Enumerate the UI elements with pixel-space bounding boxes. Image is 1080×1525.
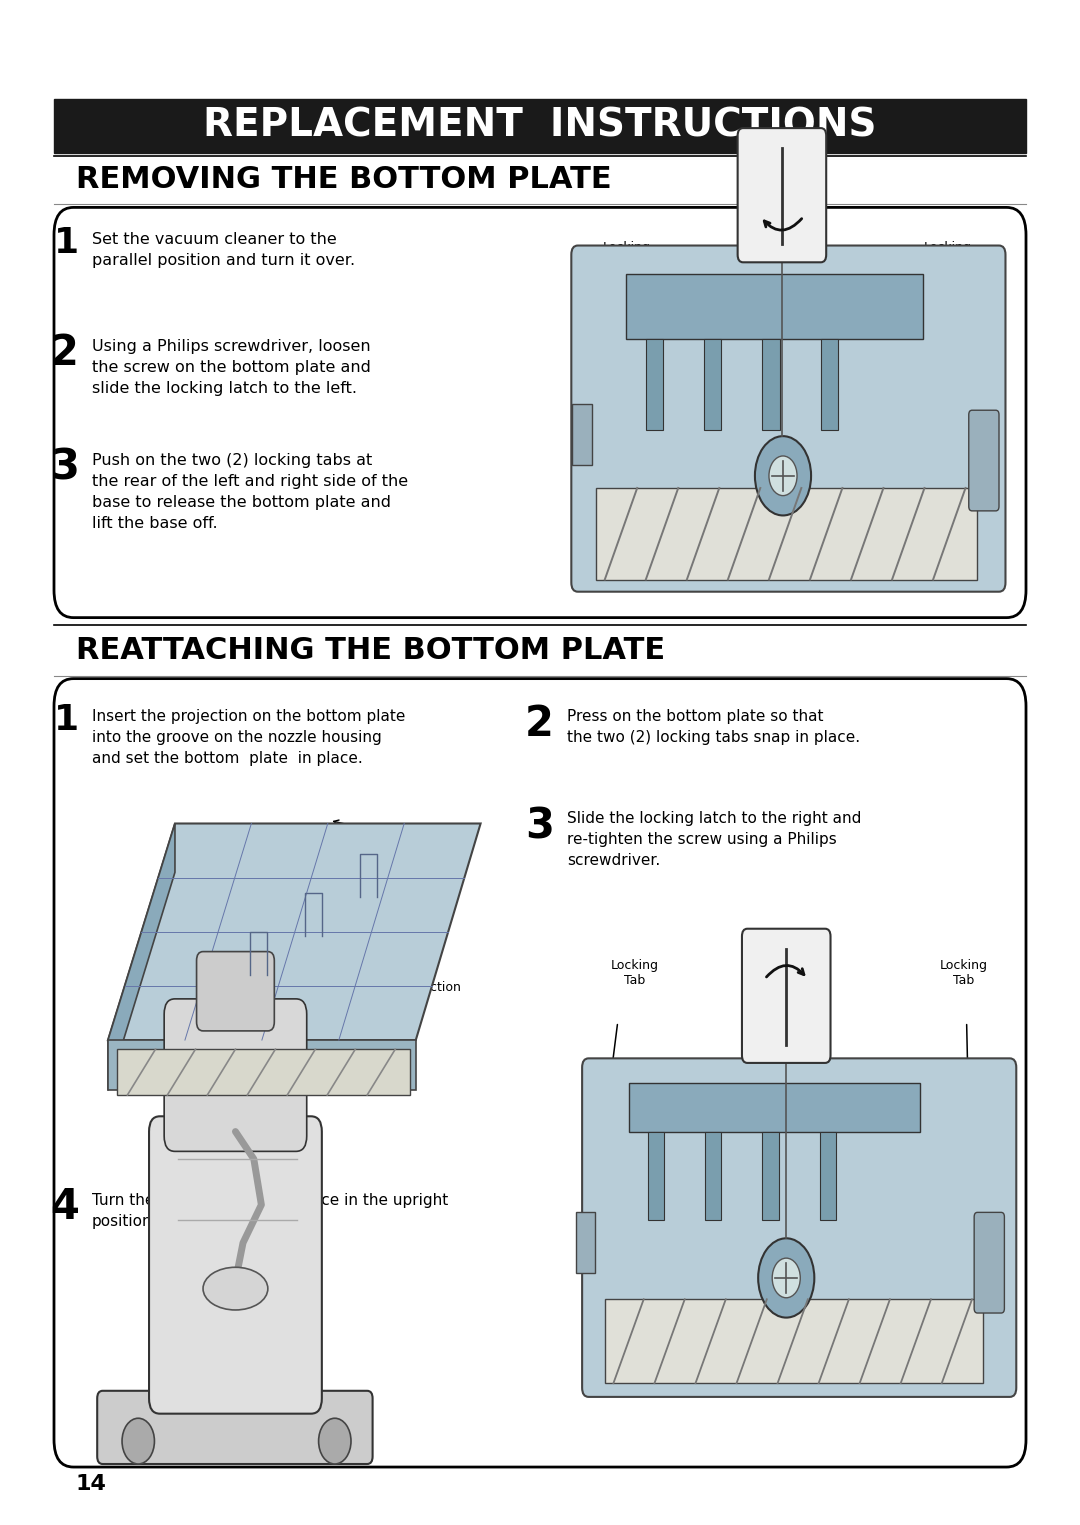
Bar [705, 1132, 721, 1220]
Text: REATTACHING THE BOTTOM PLATE: REATTACHING THE BOTTOM PLATE [76, 636, 664, 665]
Text: 1: 1 [54, 226, 79, 259]
FancyBboxPatch shape [738, 128, 826, 262]
Bar [646, 339, 663, 430]
FancyBboxPatch shape [197, 952, 274, 1031]
FancyBboxPatch shape [742, 929, 831, 1063]
Bar [820, 1132, 836, 1220]
Bar [596, 488, 977, 580]
Ellipse shape [203, 1267, 268, 1310]
Text: Locking
Tab: Locking Tab [611, 959, 659, 987]
FancyBboxPatch shape [974, 1212, 1004, 1313]
Bar [704, 339, 721, 430]
Text: 3: 3 [525, 805, 554, 848]
Bar [576, 1212, 595, 1273]
Text: Tighten
Screw: Tighten Screw [762, 1010, 810, 1037]
Polygon shape [108, 824, 175, 1090]
Circle shape [755, 436, 811, 515]
Text: Set the vacuum cleaner to the
parallel position and turn it over.: Set the vacuum cleaner to the parallel p… [92, 232, 355, 268]
FancyBboxPatch shape [582, 1058, 1016, 1397]
Text: Insert the projection on the bottom plate
into the groove on the nozzle housing
: Insert the projection on the bottom plat… [92, 709, 405, 766]
Circle shape [772, 1258, 800, 1298]
Circle shape [122, 1418, 154, 1464]
Bar [629, 1083, 920, 1132]
FancyBboxPatch shape [969, 410, 999, 511]
Bar [821, 339, 838, 430]
Bar [54, 99, 1026, 152]
Bar [117, 1049, 410, 1095]
Text: 3: 3 [50, 447, 79, 490]
Text: 1: 1 [54, 703, 79, 737]
Text: 4: 4 [50, 1186, 79, 1229]
Polygon shape [108, 1040, 416, 1090]
Bar [572, 404, 592, 465]
Circle shape [758, 1238, 814, 1318]
Text: Press on the bottom plate so that
the two (2) locking tabs snap in place.: Press on the bottom plate so that the tw… [567, 709, 860, 746]
Bar [605, 1299, 983, 1383]
FancyBboxPatch shape [571, 246, 1005, 592]
Bar [762, 339, 780, 430]
FancyBboxPatch shape [97, 1391, 373, 1464]
Circle shape [769, 456, 797, 496]
Text: REMOVING THE BOTTOM PLATE: REMOVING THE BOTTOM PLATE [76, 165, 611, 195]
Text: 2: 2 [525, 703, 554, 746]
Bar [762, 1132, 779, 1220]
Text: REPLACEMENT  INSTRUCTIONS: REPLACEMENT INSTRUCTIONS [203, 107, 877, 145]
Text: Locking
Tab: Locking Tab [924, 241, 972, 268]
Bar [626, 274, 923, 339]
FancyBboxPatch shape [149, 1116, 322, 1414]
Text: Push on the two (2) locking tabs at
the rear of the left and right side of the
b: Push on the two (2) locking tabs at the … [92, 453, 408, 531]
FancyBboxPatch shape [164, 999, 307, 1151]
Text: Loosen
Screw: Loosen Screw [760, 290, 804, 317]
Text: Locking
Tab: Locking Tab [940, 959, 987, 987]
Circle shape [319, 1418, 351, 1464]
Text: Using a Philips screwdriver, loosen
the screw on the bottom plate and
slide the : Using a Philips screwdriver, loosen the … [92, 339, 370, 395]
Text: Groove: Groove [164, 1064, 321, 1078]
Text: Bottom Plate: Bottom Plate [334, 820, 457, 846]
Text: Locking
Tab: Locking Tab [603, 241, 650, 268]
FancyBboxPatch shape [54, 207, 1026, 618]
Text: Turn the vacuum over and place in the upright
position.: Turn the vacuum over and place in the up… [92, 1193, 448, 1229]
Text: 14: 14 [76, 1475, 107, 1494]
Text: Projection: Projection [258, 978, 461, 994]
Text: 2: 2 [50, 332, 79, 375]
Text: Slide the locking latch to the right and
re-tighten the screw using a Philips
sc: Slide the locking latch to the right and… [567, 811, 862, 868]
Polygon shape [108, 824, 481, 1040]
Bar [648, 1132, 664, 1220]
FancyBboxPatch shape [54, 679, 1026, 1467]
